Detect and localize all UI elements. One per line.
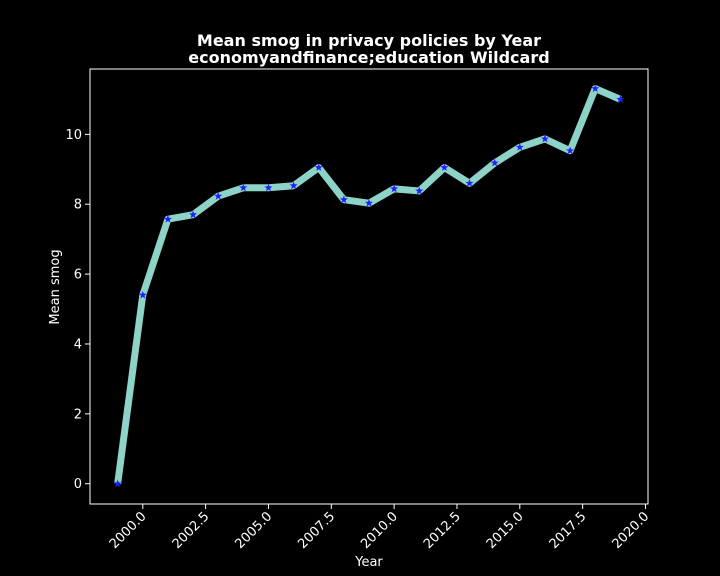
data-point-marker [566,146,575,155]
x-tick-label: 2000.0 [107,509,150,552]
series-line [114,85,622,485]
y-tick-label: 4 [74,337,82,352]
data-point-marker [163,215,172,223]
data-point-marker [239,183,248,192]
data-point-marker [415,186,424,195]
y-tick-label: 6 [74,268,82,283]
x-tick-label: 2020.0 [610,509,653,552]
y-tick-label: 8 [74,198,82,213]
plot-frame [89,68,649,505]
y-tick-label: 0 [74,477,82,492]
data-point-marker [465,179,474,187]
data-point-marker [314,163,323,171]
data-point-marker [189,210,198,219]
x-tick-label: 2017.5 [547,509,590,552]
data-point-marker [214,191,223,200]
y-axis: 0 2 4 6 8 10 [65,128,90,492]
y-axis-label: Mean smog [48,249,63,324]
data-point-marker [490,158,499,167]
x-tick-label: 2012.5 [421,509,464,552]
x-axis-label: Year [354,555,383,570]
x-tick-label: 2005.0 [233,509,276,552]
data-point-marker [616,95,625,103]
data-point-marker [339,195,348,204]
data-point-marker [591,84,600,92]
chart-title-line-2: economyandfinance;education Wildcard [188,48,549,67]
data-point-marker [540,134,549,143]
data-point-marker [515,143,524,151]
data-point-marker [113,479,122,488]
series-layer [113,84,625,488]
x-tick-label: 2015.0 [484,509,527,552]
x-tick-label: 2002.5 [170,509,213,552]
chart-title-line-1: Mean smog in privacy policies by Year [197,31,541,50]
data-point-marker [138,290,147,299]
x-tick-label: 2007.5 [295,509,338,552]
data-point-marker [365,198,373,207]
y-tick-label: 10 [65,128,82,143]
x-axis: 2000.0 2002.5 2005.0 2007.5 2010.0 2012.5 2015… [107,504,652,552]
y-tick-label: 2 [74,407,82,422]
x-tick-label: 2010.0 [358,509,401,552]
data-point-marker [390,184,399,193]
data-point-marker [289,181,298,190]
data-point-marker [264,183,273,192]
data-point-marker [440,163,449,171]
